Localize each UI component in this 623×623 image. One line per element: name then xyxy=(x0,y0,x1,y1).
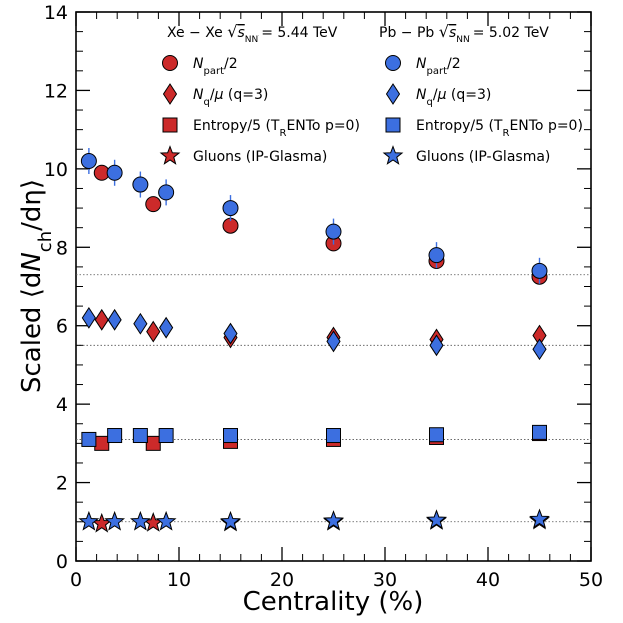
pb-star-point xyxy=(129,510,151,531)
xe-diamond-point xyxy=(146,320,161,343)
y-tick-label: 4 xyxy=(56,394,68,416)
pb-square-point xyxy=(429,427,444,443)
legend-header-xe: Xe − Xe √sNN = 5.44 TeV xyxy=(167,22,338,45)
y-axis-label: Scaled ⟨dNch/dη⟩ xyxy=(17,179,56,393)
legend-marker-pb-circle xyxy=(385,55,401,71)
xe-square-point xyxy=(145,435,161,451)
x-tick-label: 30 xyxy=(373,569,397,591)
x-tick-label: 40 xyxy=(476,569,500,591)
x-tick-label: 50 xyxy=(579,569,603,591)
xe-square-point xyxy=(94,435,110,451)
plot-frame xyxy=(75,11,592,562)
legend-marker-xe-square xyxy=(162,117,178,133)
pb-circle-point xyxy=(106,164,123,181)
pb-square-point xyxy=(81,431,97,447)
legend-label-pb-diamond: Nq/μ (q=3) xyxy=(416,87,491,108)
x-tick-label: 20 xyxy=(270,569,294,591)
pb-circle-point xyxy=(428,247,445,264)
pb-circle-point xyxy=(80,153,97,170)
legend-label-pb-square: Entropy/5 (TRENTo p=0) xyxy=(416,118,583,139)
legend-label-xe-star: Gluons (IP-Glasma) xyxy=(193,149,327,165)
legend-label-xe-square: Entropy/5 (TRENTo p=0) xyxy=(193,118,360,139)
xe-star-point xyxy=(142,512,164,532)
pb-circle-point xyxy=(531,262,548,279)
pb-diamond-point xyxy=(326,330,341,353)
legend-marker-xe-star xyxy=(159,145,181,165)
pb-star-point xyxy=(155,510,177,531)
pb-circle-point xyxy=(158,184,175,201)
pb-star-point xyxy=(323,510,344,530)
pb-square-point xyxy=(158,428,174,444)
y-tick-label: 12 xyxy=(44,80,68,102)
pb-diamond-point xyxy=(133,312,148,335)
x-tick-label: 10 xyxy=(167,569,191,591)
legend-label-xe-circle: Npart/2 xyxy=(193,56,238,77)
legend-label-pb-star: Gluons (IP-Glasma) xyxy=(416,149,550,165)
pb-diamond-point xyxy=(223,322,238,345)
pb-diamond-point xyxy=(81,306,96,329)
legend-marker-xe-circle xyxy=(162,55,178,71)
y-tick-label: 14 xyxy=(44,2,68,24)
pb-diamond-point xyxy=(107,308,122,331)
pb-diamond-point xyxy=(159,316,174,339)
y-tick-label: 6 xyxy=(56,316,68,338)
pb-star-point xyxy=(220,510,241,531)
xe-diamond-point xyxy=(94,308,109,331)
pb-star-point xyxy=(104,510,126,531)
y-tick-label: 2 xyxy=(56,473,68,495)
legend-label-pb-circle: Npart/2 xyxy=(416,56,461,77)
pb-star-point xyxy=(426,509,447,530)
legend-marker-pb-diamond xyxy=(385,83,401,105)
y-tick-label: 10 xyxy=(44,159,68,181)
xe-circle-point xyxy=(145,196,162,213)
legend-header-pb: Pb − Pb √sNN = 5.02 TeV xyxy=(379,22,549,45)
pb-star-point xyxy=(529,508,550,529)
pb-circle-point xyxy=(325,223,342,240)
pb-diamond-point xyxy=(532,338,547,361)
pb-square-point xyxy=(326,428,341,444)
y-tick-label: 0 xyxy=(56,551,68,573)
pb-star-point xyxy=(78,510,100,531)
pb-square-point xyxy=(223,428,238,444)
legend-label-xe-diamond: Nq/μ (q=3) xyxy=(193,87,268,108)
pb-square-point xyxy=(532,424,547,440)
legend-marker-pb-square xyxy=(385,117,401,133)
pb-circle-point xyxy=(222,200,239,217)
legend-marker-pb-star xyxy=(382,145,404,165)
xe-star-point xyxy=(91,512,113,533)
pb-square-point xyxy=(132,428,148,444)
pb-square-point xyxy=(107,428,123,444)
legend-marker-xe-diamond xyxy=(162,83,178,105)
y-tick-label: 8 xyxy=(56,237,68,259)
pb-circle-point xyxy=(132,176,149,193)
x-tick-label: 0 xyxy=(70,569,82,591)
x-axis-label: Centrality (%) xyxy=(243,587,424,617)
pb-diamond-point xyxy=(429,334,444,357)
